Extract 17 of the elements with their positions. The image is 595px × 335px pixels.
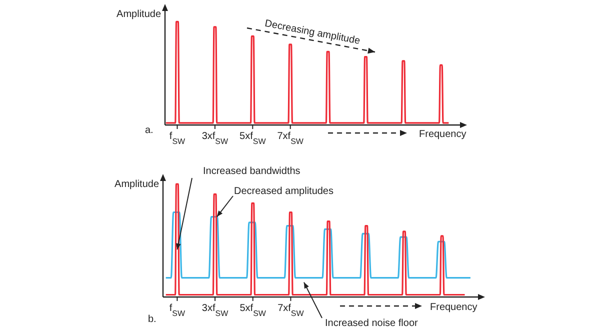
- annotation: Increased noise floor: [325, 318, 418, 329]
- x-tick-label: 7xf$_{SW}$: [278, 303, 304, 318]
- x-tick-label: 3xf$_{SW}$: [202, 303, 229, 318]
- x-tick-label: f$_{SW}$: [169, 303, 186, 318]
- x-axis-title: Frequency: [419, 129, 466, 140]
- annotation: Decreased amplitudes: [234, 186, 334, 197]
- annotation: Increased bandwidths: [203, 166, 300, 177]
- y-axis-title: Amplitude: [116, 9, 162, 20]
- x-axis-title: Frequency: [430, 302, 478, 313]
- y-axis-title: Amplitude: [114, 179, 160, 190]
- text: b.: [148, 314, 156, 325]
- x-tick-label: 7xf$_{SW}$: [277, 131, 304, 146]
- x-tick-label: 5xf$_{SW}$: [240, 131, 266, 146]
- x-tick-label: 3xf$_{SW}$: [202, 131, 229, 146]
- x-tick-label: 5xf$_{SW}$: [240, 303, 266, 318]
- text: a.: [145, 125, 154, 136]
- x-tick-label: f$_{SW}$: [169, 131, 186, 146]
